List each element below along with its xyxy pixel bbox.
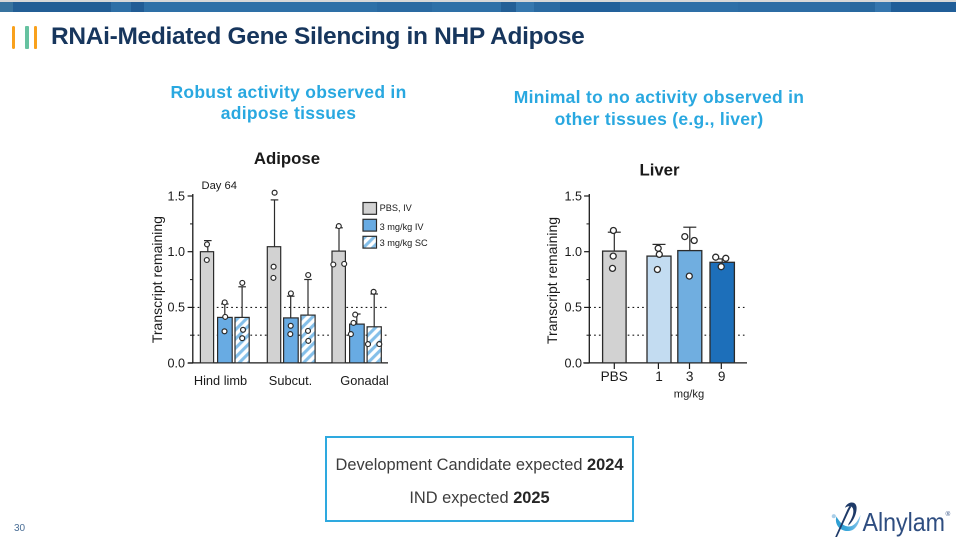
svg-text:Transcript remaining: Transcript remaining	[544, 217, 560, 344]
svg-text:®: ®	[946, 510, 951, 518]
svg-text:1.5: 1.5	[167, 189, 185, 203]
svg-text:0.5: 0.5	[564, 301, 582, 315]
svg-text:PBS: PBS	[601, 369, 628, 384]
svg-text:9: 9	[718, 369, 726, 384]
svg-text:3: 3	[686, 369, 694, 384]
svg-text:PBS, IV: PBS, IV	[380, 203, 413, 213]
svg-text:1.0: 1.0	[564, 245, 582, 259]
svg-text:3 mg/kg SC: 3 mg/kg SC	[380, 238, 428, 248]
svg-text:1.5: 1.5	[564, 189, 582, 203]
svg-text:0.0: 0.0	[564, 356, 582, 370]
svg-text:3 mg/kg IV: 3 mg/kg IV	[380, 222, 425, 232]
svg-text:Transcript remaining: Transcript remaining	[149, 216, 165, 343]
svg-text:1: 1	[655, 369, 663, 384]
svg-text:0.0: 0.0	[167, 356, 185, 370]
svg-text:Hind limb: Hind limb	[194, 373, 247, 388]
svg-text:Alnylam: Alnylam	[863, 507, 946, 537]
svg-text:Day 64: Day 64	[202, 180, 237, 192]
svg-text:mg/kg: mg/kg	[674, 389, 704, 401]
svg-text:Subcut.: Subcut.	[269, 373, 312, 388]
svg-text:Liver: Liver	[639, 161, 680, 180]
svg-text:Adipose: Adipose	[254, 149, 320, 168]
svg-text:1.0: 1.0	[167, 245, 185, 259]
svg-text:Gonadal: Gonadal	[340, 373, 388, 388]
svg-text:0.5: 0.5	[167, 301, 185, 315]
